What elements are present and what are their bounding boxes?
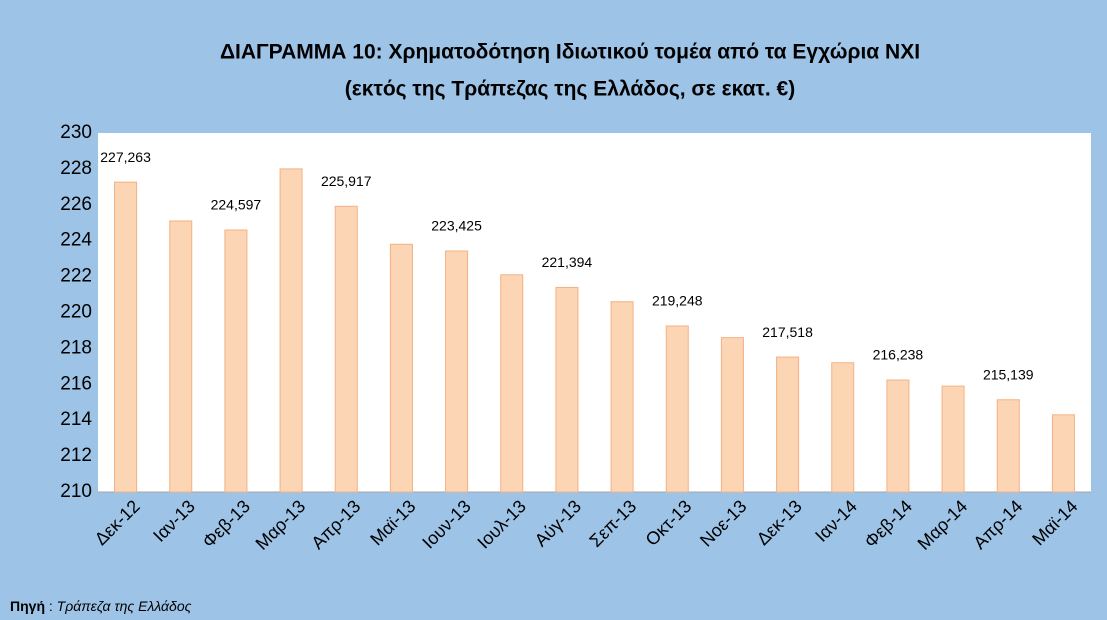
y-tick-label: 210 — [60, 481, 92, 502]
data-label: 216,238 — [873, 347, 924, 363]
y-tick-label: 226 — [60, 194, 92, 215]
bar — [1051, 414, 1075, 493]
data-label: 227,263 — [100, 149, 151, 165]
bar — [334, 205, 358, 493]
bar — [886, 379, 910, 493]
data-label: 215,139 — [983, 366, 1034, 382]
bar — [665, 325, 689, 493]
data-label: 217,518 — [762, 324, 813, 340]
bar — [720, 337, 744, 493]
y-tick-label: 218 — [60, 337, 92, 358]
data-label: 224,597 — [211, 197, 262, 213]
bar — [831, 362, 855, 493]
bar — [169, 220, 193, 493]
y-tick-label: 220 — [60, 302, 92, 323]
bar — [500, 274, 524, 493]
bar — [941, 385, 965, 493]
bar — [445, 250, 469, 493]
bar — [224, 229, 248, 493]
bar — [996, 399, 1020, 493]
bar — [555, 286, 579, 493]
y-tick-label: 222 — [60, 266, 92, 287]
source: Πηγή : Τράπεζα της Ελλάδος — [10, 598, 192, 614]
bar — [610, 301, 634, 493]
y-tick-label: 228 — [60, 158, 92, 179]
bar — [389, 243, 413, 493]
data-label: 221,394 — [542, 254, 593, 270]
y-tick-label: 214 — [60, 409, 92, 430]
plot-area — [98, 133, 1091, 492]
chart-subtitle: (εκτός της Τράπεζας της Ελλάδος, σε εκατ… — [345, 78, 795, 101]
data-label: 225,917 — [321, 173, 372, 189]
source-separator: : — [49, 598, 53, 614]
y-tick-label: 230 — [60, 122, 92, 143]
chart-title: ΔΙΑΓΡΑΜΜΑ 10: Χρηματοδότηση Ιδιωτικού το… — [220, 41, 920, 64]
bar — [114, 181, 138, 493]
source-label: Πηγή — [10, 598, 45, 614]
bar — [776, 356, 800, 493]
data-label: 219,248 — [652, 293, 703, 309]
data-label: 223,425 — [431, 218, 482, 234]
bar — [279, 168, 303, 493]
y-tick-label: 224 — [60, 230, 92, 251]
y-tick-label: 212 — [60, 445, 92, 466]
source-text: Τράπεζα της Ελλάδος — [57, 598, 192, 614]
y-tick-label: 216 — [60, 373, 92, 394]
